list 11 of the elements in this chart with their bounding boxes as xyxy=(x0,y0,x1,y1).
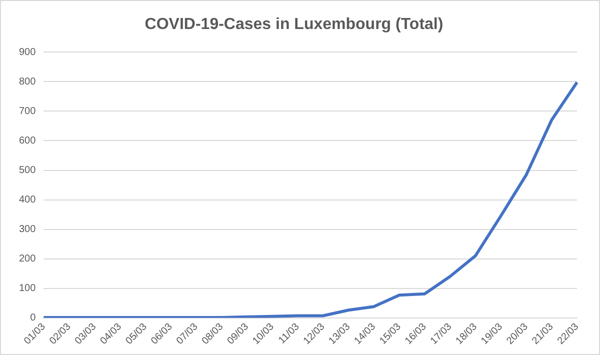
y-tick-label: 0 xyxy=(30,312,36,324)
y-tick-label: 100 xyxy=(18,283,36,294)
y-tick-label: 600 xyxy=(18,135,36,146)
y-tick-label: 400 xyxy=(18,194,36,206)
y-tick-label: 800 xyxy=(18,76,36,88)
y-tick-label: 200 xyxy=(18,254,36,265)
y-tick-label: 700 xyxy=(18,106,36,117)
chart-title: COVID-19-Cases in Luxembourg (Total) xyxy=(144,16,444,34)
y-tick-label: 300 xyxy=(18,224,36,236)
y-tick-label: 900 xyxy=(18,46,36,58)
y-tick-label: 500 xyxy=(18,165,36,176)
